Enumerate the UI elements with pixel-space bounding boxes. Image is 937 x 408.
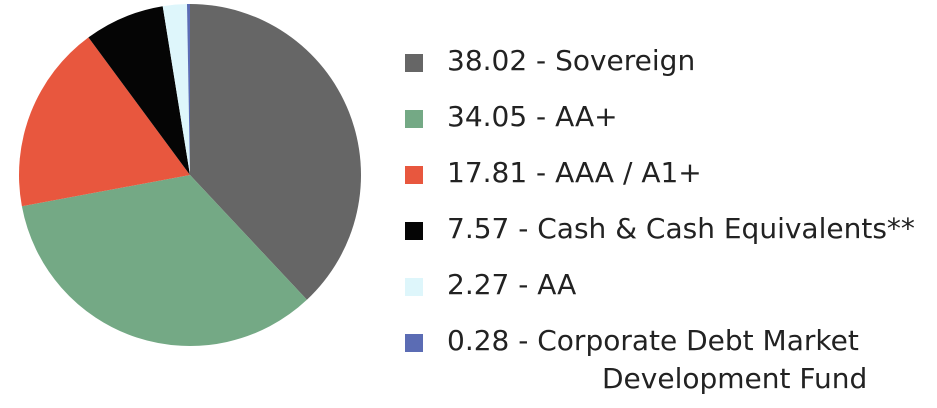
- pie-slice-cash-cash-equivalents: [88, 6, 190, 175]
- legend-label-line2: Development Fund: [602, 362, 868, 395]
- legend-label: 2.27 - AA: [447, 268, 577, 301]
- pie-slice-corporate-debt-market-development-fund: [186, 4, 190, 175]
- legend-swatch: [405, 110, 423, 128]
- legend-item-cash: 7.57 - Cash & Cash Equivalents**: [405, 210, 935, 266]
- legend-label: 0.28 - Corporate Debt Market Development…: [447, 322, 867, 398]
- legend-item-sovereign: 38.02 - Sovereign: [405, 42, 935, 98]
- legend-label: 38.02 - Sovereign: [447, 44, 696, 77]
- pie-slice-sovereign: [190, 4, 361, 300]
- pie-slice-aaa-a1: [19, 37, 190, 207]
- legend-label: 34.05 - AA+: [447, 100, 618, 133]
- legend-swatch: [405, 54, 423, 72]
- legend-label: 7.57 - Cash & Cash Equivalents**: [447, 212, 915, 245]
- legend-item-cdmdf: 0.28 - Corporate Debt Market Development…: [405, 322, 935, 395]
- legend-label-line1: 0.28 - Corporate Debt Market: [447, 324, 859, 357]
- pie-slice-aa: [21, 175, 307, 346]
- legend-item-aaa-a1-plus: 17.81 - AAA / A1+: [405, 154, 935, 210]
- legend-swatch: [405, 278, 423, 296]
- legend-swatch: [405, 222, 423, 240]
- legend-item-aa: 2.27 - AA: [405, 266, 935, 322]
- legend-swatch: [405, 334, 423, 352]
- legend-swatch: [405, 166, 423, 184]
- legend: 38.02 - Sovereign 34.05 - AA+ 17.81 - AA…: [405, 42, 935, 395]
- pie-chart: [19, 4, 361, 346]
- legend-item-aa-plus: 34.05 - AA+: [405, 98, 935, 154]
- pie-slice-aa: [162, 4, 190, 176]
- legend-label: 17.81 - AAA / A1+: [447, 156, 702, 189]
